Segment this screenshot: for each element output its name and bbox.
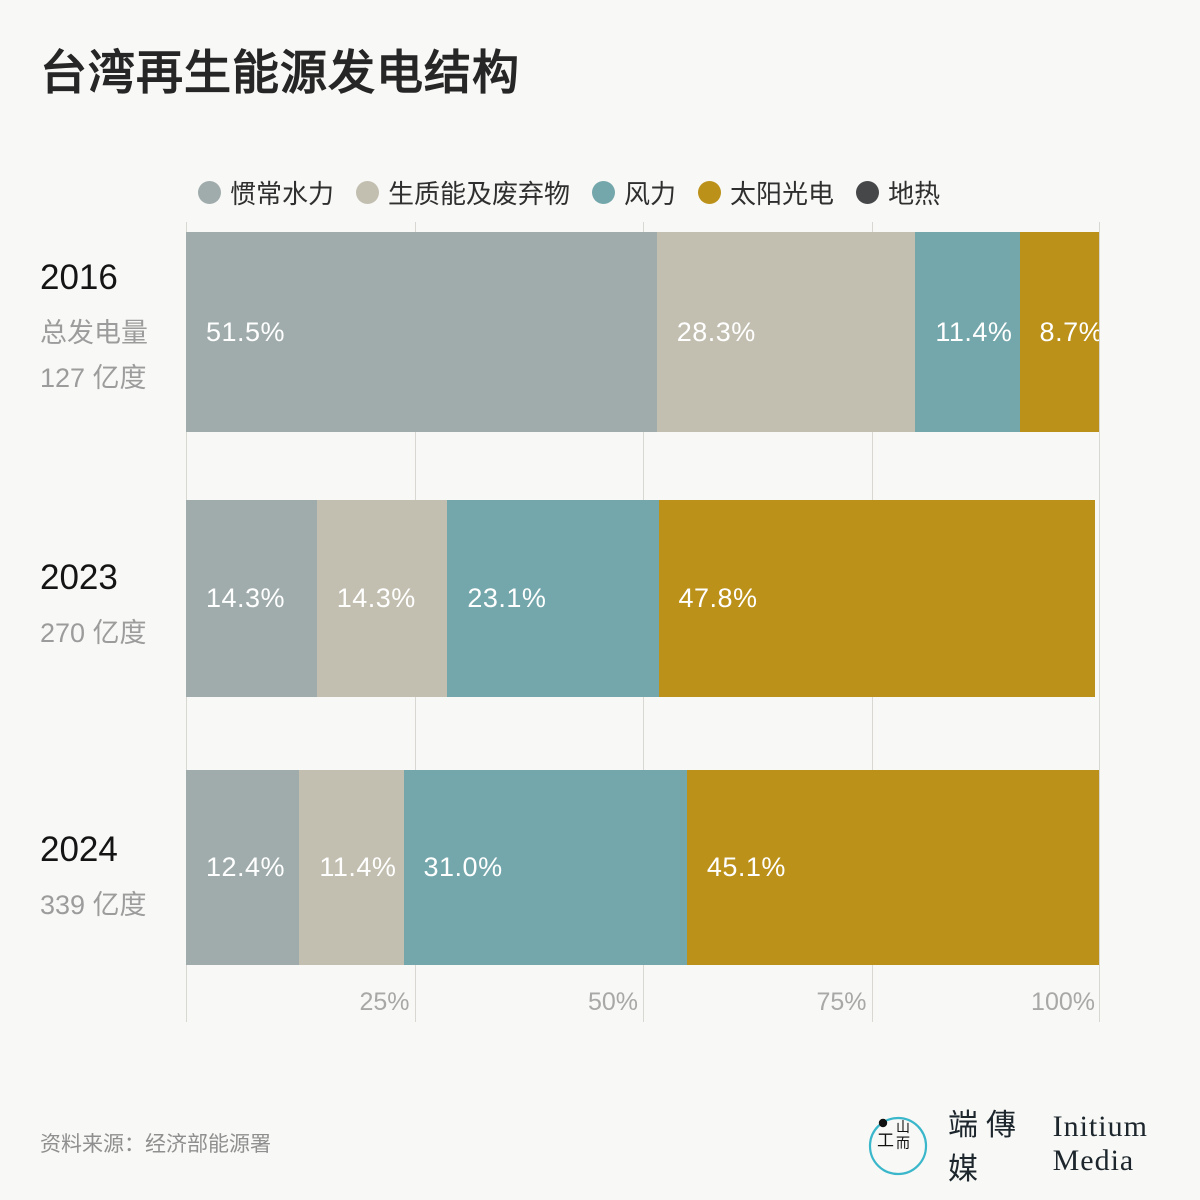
segment-value-label: 14.3% [336,583,416,613]
row-subtitle: 127 亿度 [40,362,147,393]
segment-biomass: 28.3% [656,232,916,432]
segment-value-label: 8.7% [1039,316,1100,347]
gridline-100 [1099,222,1100,1022]
segment-value-label: 12.4% [206,852,286,882]
x-tick-100: 100% [1031,988,1095,1016]
row-subtitle: 总发电量 [40,318,148,348]
biomass-swatch-icon [356,181,380,204]
source-note: 资料来源：经济部能源署 [40,1133,271,1156]
legend-label: 生质能及废弃物 [388,179,571,209]
row-label-2016: 2016 总发电量 127 亿度 [40,260,185,400]
svg-text:而: 而 [896,1136,910,1152]
segment-value-label: 14.3% [206,583,286,613]
segment-biomass: 11.4% [299,770,404,965]
segment-value-label: 11.4% [935,316,1013,347]
segment-hydro: 12.4% [186,770,300,965]
segment-wind: 23.1% [447,500,659,697]
page-title: 台湾再生能源发电结构 [40,46,520,99]
segment-value-label: 45.1% [706,852,786,882]
segment-value-label: 23.1% [467,583,547,613]
brand-name-en: Initium Media [1052,1110,1148,1177]
legend-item-wind: 风力 [592,174,676,211]
segment-wind: 11.4% [915,232,1020,432]
segment-value-label: 31.0% [423,852,503,882]
brand-name-zh: 端傳媒 [948,1109,1024,1186]
legend-label: 太阳光电 [730,179,835,209]
year-label: 2016 [40,258,118,297]
svg-text:山: 山 [896,1120,910,1136]
x-tick-50: 50% [587,988,638,1016]
row-subtitle: 270 亿度 [40,618,147,648]
solar-swatch-icon [698,181,722,204]
segment-solar: 45.1% [686,770,1100,965]
stacked-bar-2016: 51.5% 28.3% 11.4% 8.7% [186,232,1100,432]
x-tick-75: 75% [816,988,867,1016]
segment-hydro: 14.3% [186,500,317,697]
legend-item-hydro: 惯常水力 [198,174,334,211]
x-tick-25: 25% [359,988,410,1016]
segment-value-label: 47.8% [678,583,758,613]
stacked-bar-2023: 14.3% 14.3% 23.1% 47.8% [186,500,1100,697]
row-label-2023: 2023 270 亿度 [40,560,185,656]
stacked-bar-2024: 12.4% 11.4% 31.0% 45.1% [186,770,1100,965]
svg-text:工: 工 [877,1131,894,1151]
initium-logo-icon: 工 山 而 [868,1116,928,1176]
segment-value-label: 28.3% [676,316,756,347]
legend-item-solar: 太阳光电 [698,174,834,211]
geothermal-swatch-icon [856,181,880,204]
segment-biomass: 14.3% [316,500,448,697]
year-label: 2023 [40,558,118,597]
row-subtitle: 339 亿度 [40,890,147,920]
legend: 惯常水力 生质能及废弃物 风力 太阳光电 地热 [198,174,940,211]
plot-area: 51.5% 28.3% 11.4% 8.7% 14.3% 14.3% 23.1% [186,222,1100,1022]
segment-solar: 8.7% [1019,232,1100,432]
legend-item-geothermal: 地热 [856,174,940,211]
wind-swatch-icon [592,181,616,204]
row-label-2024: 2024 339 亿度 [40,832,185,928]
legend-item-biomass: 生质能及废弃物 [356,174,570,211]
legend-label: 地热 [888,179,941,209]
legend-label: 风力 [624,179,677,209]
segment-value-label: 11.4% [319,852,397,882]
segment-value-label: 51.5% [206,316,286,347]
segment-solar: 47.8% [658,500,1096,697]
brand-wordmark: 端傳媒 Initium Media [948,1100,1200,1188]
brand-logo: 工 山 而 端傳媒 Initium Media [858,1100,1200,1188]
legend-label: 惯常水力 [230,179,335,209]
year-label: 2024 [40,830,118,869]
segment-wind: 31.0% [403,770,687,965]
segment-hydro: 51.5% [186,232,657,432]
hydro-swatch-icon [198,181,221,204]
